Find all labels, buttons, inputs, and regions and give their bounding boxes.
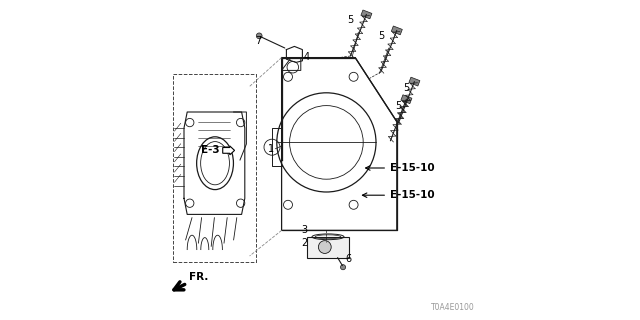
Polygon shape [409, 77, 420, 86]
Text: 2: 2 [301, 238, 307, 248]
Circle shape [340, 265, 346, 270]
Circle shape [319, 241, 332, 253]
FancyArrow shape [223, 146, 235, 155]
Text: 5: 5 [403, 83, 410, 93]
Text: 7: 7 [255, 36, 262, 46]
Text: E-15-10: E-15-10 [390, 163, 435, 173]
Text: 6: 6 [345, 253, 351, 264]
Polygon shape [361, 10, 372, 19]
Polygon shape [391, 26, 403, 35]
Text: 3: 3 [301, 225, 307, 236]
Text: 5: 5 [348, 15, 353, 25]
Text: E-15-10: E-15-10 [390, 190, 435, 200]
Text: 1: 1 [268, 144, 274, 154]
Circle shape [256, 33, 262, 39]
Text: 5: 5 [395, 101, 401, 111]
Bar [173, 74, 256, 262]
Text: FR.: FR. [189, 272, 208, 282]
Text: E-3: E-3 [200, 145, 219, 156]
Text: 4: 4 [304, 52, 310, 62]
Text: T0A4E0100: T0A4E0100 [431, 303, 475, 312]
Polygon shape [401, 95, 412, 104]
Text: 5: 5 [379, 31, 385, 41]
Bar [307, 237, 349, 258]
